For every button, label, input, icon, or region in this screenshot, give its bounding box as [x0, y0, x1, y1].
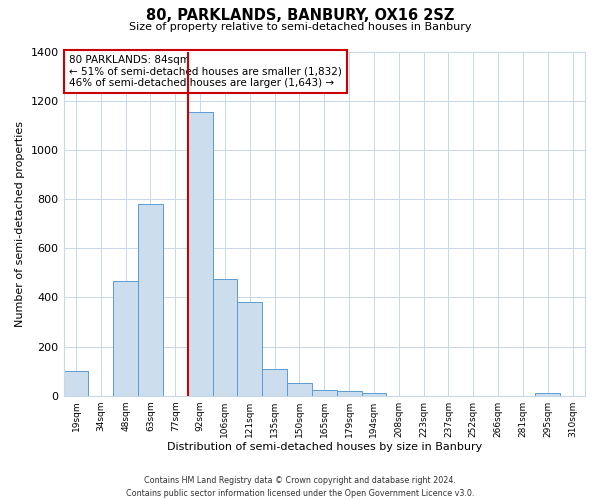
Bar — [64, 371, 88, 396]
Text: Contains HM Land Registry data © Crown copyright and database right 2024.
Contai: Contains HM Land Registry data © Crown c… — [126, 476, 474, 498]
Bar — [113, 282, 138, 396]
Bar — [238, 302, 262, 396]
Text: 80 PARKLANDS: 84sqm
← 51% of semi-detached houses are smaller (1,832)
46% of sem: 80 PARKLANDS: 84sqm ← 51% of semi-detach… — [69, 55, 341, 88]
Text: 80, PARKLANDS, BANBURY, OX16 2SZ: 80, PARKLANDS, BANBURY, OX16 2SZ — [146, 8, 454, 22]
Text: Size of property relative to semi-detached houses in Banbury: Size of property relative to semi-detach… — [129, 22, 471, 32]
Y-axis label: Number of semi-detached properties: Number of semi-detached properties — [15, 120, 25, 326]
Bar — [362, 393, 386, 396]
X-axis label: Distribution of semi-detached houses by size in Banbury: Distribution of semi-detached houses by … — [167, 442, 482, 452]
Bar — [337, 391, 362, 396]
Bar — [212, 279, 238, 396]
Bar — [535, 393, 560, 396]
Bar — [138, 204, 163, 396]
Bar — [312, 390, 337, 396]
Bar — [188, 112, 212, 396]
Bar — [287, 384, 312, 396]
Bar — [262, 368, 287, 396]
